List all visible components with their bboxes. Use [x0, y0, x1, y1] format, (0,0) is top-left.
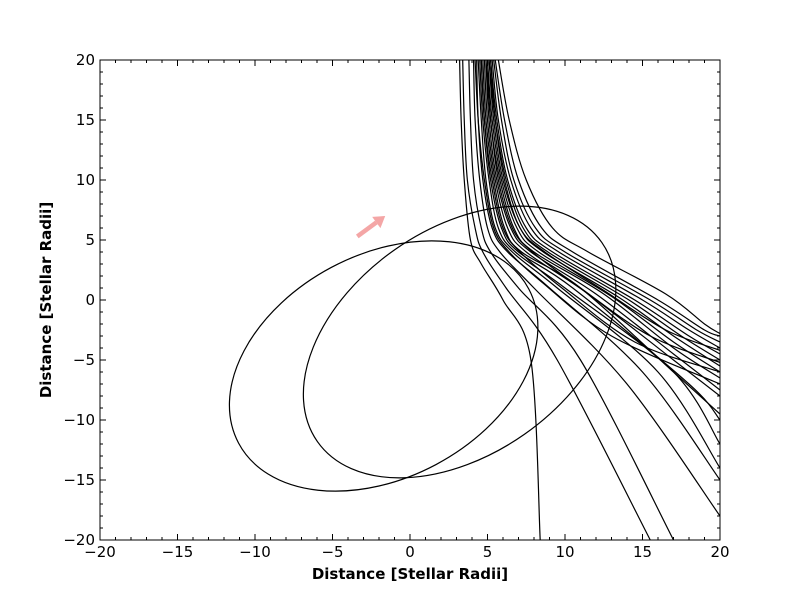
y-tick-label: 0 [85, 291, 95, 309]
trajectory-line-6 [477, 60, 720, 469]
trajectory-line-20 [497, 60, 720, 335]
trajectory-line-10 [483, 60, 720, 397]
y-tick-label: −20 [63, 531, 95, 549]
trajectory-line-18 [493, 60, 720, 343]
x-tick-label: 20 [710, 543, 729, 561]
x-tick-label: 5 [483, 543, 493, 561]
arrow-head [372, 216, 386, 229]
orbit-ellipse-1 [228, 240, 539, 492]
x-tick-label: −15 [162, 543, 194, 561]
orbit-ellipse-2 [302, 205, 617, 479]
tick-labels: −20 −15 −10 −5 0 5 10 15 20 −20 −15 −10 −5 0 5 10 15 20 [63, 51, 729, 561]
x-tick-label: 15 [633, 543, 652, 561]
y-tick-label: 5 [85, 231, 95, 249]
trajectory-line-2 [462, 60, 651, 540]
trajectory-line-14 [488, 60, 720, 367]
x-tick-label: −10 [239, 543, 271, 561]
y-axis-label: Distance [Stellar Radii] [37, 202, 55, 398]
x-tick-label: −20 [84, 543, 116, 561]
trajectory-line-4 [472, 60, 720, 517]
trajectory-line-22 [480, 60, 720, 373]
y-tick-label: −5 [73, 351, 95, 369]
y-tick-label: 10 [76, 171, 95, 189]
x-tick-label: 10 [555, 543, 574, 561]
y-tick-label: −15 [63, 471, 95, 489]
arrow-shaft [355, 220, 378, 239]
trajectory-line-19 [494, 60, 720, 337]
plot-area [228, 60, 720, 540]
x-tick-label: 0 [405, 543, 415, 561]
trajectory-line-24 [490, 60, 720, 351]
trajectory-line-23 [485, 60, 720, 363]
trajectory-line-21 [474, 60, 720, 385]
x-axis-label: Distance [Stellar Radii] [312, 565, 508, 583]
y-tick-label: −10 [63, 411, 95, 429]
y-tick-label: 20 [76, 51, 95, 69]
y-tick-label: 15 [76, 111, 95, 129]
trajectory-line-11 [485, 60, 720, 391]
trajectory-line-13 [486, 60, 720, 373]
x-tick-label: −5 [321, 543, 343, 561]
direction-arrow [355, 216, 386, 239]
ticks [99, 59, 721, 541]
trajectory-line-16 [490, 60, 720, 355]
trajectory-line-17 [491, 60, 720, 349]
trajectory-line-1 [459, 60, 541, 540]
trajectory-line-3 [468, 60, 675, 540]
